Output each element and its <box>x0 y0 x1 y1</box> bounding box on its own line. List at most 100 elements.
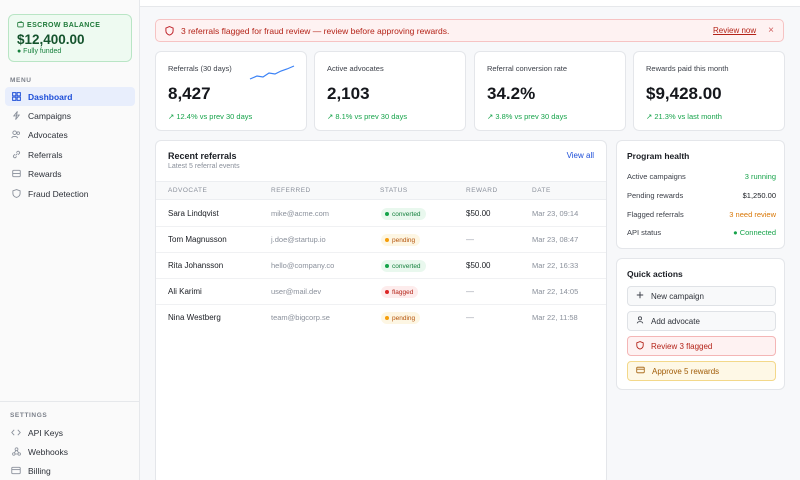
reward-amount: — <box>466 287 474 296</box>
referred-email: team@bigcorp.se <box>271 313 330 322</box>
menu-section-label: MENU <box>10 77 32 84</box>
close-icon[interactable]: × <box>768 25 774 36</box>
table-row[interactable]: Tom Magnusson j.doe@startup.io pending —… <box>156 227 606 253</box>
referred-email: user@mail.dev <box>271 287 322 296</box>
status-badge: converted <box>381 208 426 220</box>
sidebar-item-billing[interactable]: Billing <box>5 461 135 480</box>
user-icon <box>636 316 644 326</box>
lightning-icon <box>11 111 21 121</box>
kpi-card-active-advocates: Active advocates 2,103 ↗ 8.1% vs prev 30… <box>314 51 466 131</box>
card-icon <box>636 366 645 376</box>
status-badge: pending <box>381 312 421 324</box>
table-row[interactable]: Sara Lindqvist mike@acme.com converted $… <box>156 201 606 227</box>
program-health-card: Program health Active campaigns 3 running… <box>616 140 785 249</box>
sidebar-item-campaigns[interactable]: Campaigns <box>5 106 135 125</box>
webhook-icon <box>11 447 21 457</box>
referral-date: Mar 22, 14:05 <box>532 287 579 296</box>
kpi-card-conversion-rate: Referral conversion rate 34.2% ↗ 3.8% vs… <box>474 51 626 131</box>
plus-icon <box>636 291 644 301</box>
sidebar-divider <box>0 401 140 402</box>
kpi-card-referrals: Referrals (30 days) 8,427 ↗ 12.4% vs pre… <box>155 51 307 131</box>
referral-date: Mar 23, 09:14 <box>532 209 579 218</box>
table-row[interactable]: Rita Johansson hello@company.co converte… <box>156 253 606 279</box>
reward-amount: $50.00 <box>466 209 491 218</box>
sidebar-item-label: Dashboard <box>28 91 73 102</box>
escrow-label: ESCROW BALANCE <box>27 22 101 29</box>
sidebar-item-referrals[interactable]: Referrals <box>5 145 135 164</box>
kpi-label: Referral conversion rate <box>487 64 568 73</box>
column-header-date[interactable]: DATE <box>532 187 551 194</box>
table-header: ADVOCATE REFERRED STATUS REWARD DATE <box>156 181 606 200</box>
status-badge: pending <box>381 234 421 246</box>
column-header-advocate[interactable]: ADVOCATE <box>168 187 208 194</box>
table-row[interactable]: Ali Karimi user@mail.dev flagged — Mar 2… <box>156 279 606 305</box>
kpi-label: Referrals (30 days) <box>168 64 232 73</box>
recent-referrals-title: Recent referrals <box>168 151 237 161</box>
escrow-amount: $12,400.00 <box>17 32 85 47</box>
sidebar-item-rewards[interactable]: Rewards <box>5 164 135 183</box>
health-row-flagged: Flagged referrals 3 need review <box>627 210 776 219</box>
reward-amount: $50.00 <box>466 261 491 270</box>
grid-icon <box>11 92 21 102</box>
health-row-pending-rewards: Pending rewards $1,250.00 <box>627 191 776 200</box>
advocate-name: Tom Magnusson <box>168 235 227 244</box>
sparkline <box>249 65 295 80</box>
reward-amount: — <box>466 235 474 244</box>
approve-rewards-button[interactable]: Approve 5 rewards <box>627 361 776 381</box>
status-badge: converted <box>381 260 426 272</box>
shield-alert-icon <box>165 25 174 36</box>
advocate-name: Nina Westberg <box>168 313 221 322</box>
sidebar-item-label: Rewards <box>28 168 62 179</box>
new-campaign-button[interactable]: New campaign <box>627 286 776 306</box>
sidebar-item-label: Fraud Detection <box>28 188 89 199</box>
kpi-delta: ↗ 8.1% vs prev 30 days <box>327 112 408 121</box>
shield-icon <box>11 189 21 199</box>
link-icon <box>11 150 21 160</box>
sidebar-item-webhooks[interactable]: Webhooks <box>5 442 135 461</box>
quick-actions-title: Quick actions <box>627 269 683 279</box>
kpi-card-rewards-paid: Rewards paid this month $9,428.00 ↗ 21.3… <box>633 51 785 131</box>
users-icon <box>11 130 21 140</box>
kpi-value: 34.2% <box>487 84 536 103</box>
review-now-link[interactable]: Review now <box>713 26 757 35</box>
column-header-status[interactable]: STATUS <box>380 187 408 194</box>
quick-actions-card: Quick actions New campaign Add advocate … <box>616 258 785 390</box>
sidebar-item-dashboard[interactable]: Dashboard <box>5 87 135 106</box>
referred-email: hello@company.co <box>271 261 335 270</box>
card-icon <box>11 466 21 476</box>
status-badge: flagged <box>381 286 419 298</box>
sidebar-item-label: API Keys <box>28 427 63 438</box>
referred-email: mike@acme.com <box>271 209 330 218</box>
column-header-reward[interactable]: REWARD <box>466 187 498 194</box>
sidebar-item-label: Advocates <box>28 129 68 140</box>
advocate-name: Rita Johansson <box>168 261 224 270</box>
kpi-value: 8,427 <box>168 84 211 103</box>
advocate-name: Ali Karimi <box>168 287 202 296</box>
view-all-link[interactable]: View all <box>566 151 594 160</box>
review-flagged-button[interactable]: Review 3 flagged <box>627 336 776 356</box>
add-advocate-button[interactable]: Add advocate <box>627 311 776 331</box>
sidebar-item-label: Billing <box>28 465 51 476</box>
settings-section-label: SETTINGS <box>10 412 48 419</box>
sidebar-item-fraud-detection[interactable]: Fraud Detection <box>5 184 135 203</box>
reward-amount: — <box>466 313 474 322</box>
kpi-delta: ↗ 3.8% vs prev 30 days <box>487 112 568 121</box>
box-icon <box>11 169 21 179</box>
referred-email: j.doe@startup.io <box>271 235 326 244</box>
kpi-value: 2,103 <box>327 84 370 103</box>
recent-referrals-subtitle: Latest 5 referral events <box>168 163 240 170</box>
shield-icon <box>636 340 644 352</box>
sidebar-item-advocates[interactable]: Advocates <box>5 125 135 144</box>
advocate-name: Sara Lindqvist <box>168 209 219 218</box>
health-row-api-status: API status ● Connected <box>627 228 776 237</box>
sidebar: ESCROW BALANCE $12,400.00 ● Fully funded… <box>0 0 140 480</box>
alert-message: 3 referrals flagged for fraud review — r… <box>181 25 450 36</box>
table-row[interactable]: Nina Westberg team@bigcorp.se pending — … <box>156 305 606 331</box>
sidebar-item-api-keys[interactable]: API Keys <box>5 423 135 442</box>
kpi-label: Rewards paid this month <box>646 64 729 73</box>
column-header-referred[interactable]: REFERRED <box>271 187 311 194</box>
escrow-status: ● Fully funded <box>17 48 62 55</box>
sidebar-item-label: Webhooks <box>28 446 69 457</box>
referral-date: Mar 22, 16:33 <box>532 261 579 270</box>
referral-date: Mar 23, 08:47 <box>532 235 579 244</box>
